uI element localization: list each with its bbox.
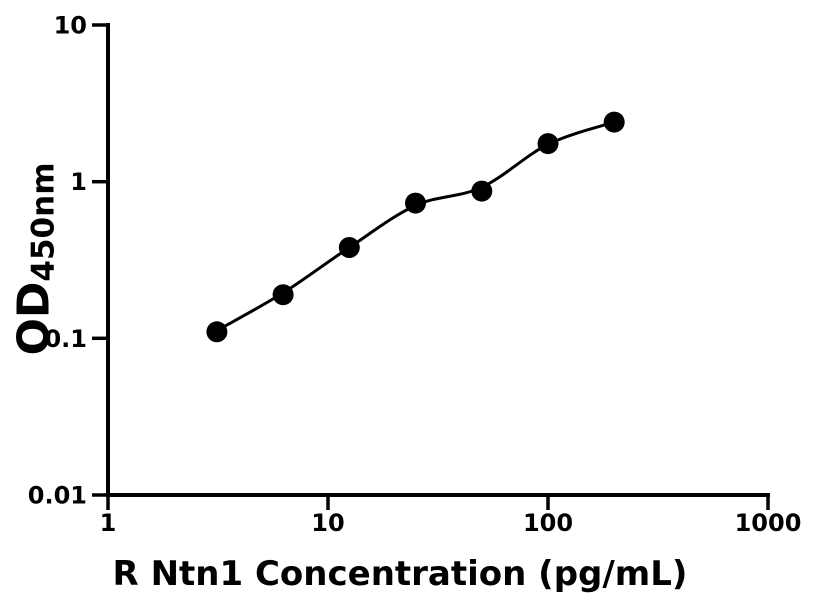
y-tick-label: 10 bbox=[54, 12, 87, 40]
x-tick-label: 10 bbox=[311, 509, 344, 537]
x-axis-title-text: R Ntn1 Concentration (pg/mL) bbox=[112, 554, 688, 594]
x-tick-label: 100 bbox=[523, 509, 573, 537]
y-tick-label: 0.01 bbox=[28, 482, 87, 510]
data-point bbox=[603, 111, 625, 133]
x-axis-title: R Ntn1 Concentration (pg/mL) bbox=[0, 554, 800, 594]
data-point bbox=[471, 180, 493, 202]
y-tick-label: 0.1 bbox=[44, 325, 87, 353]
y-axis-title-subscript: 450nm bbox=[25, 162, 62, 282]
y-tick-label: 1 bbox=[70, 168, 87, 196]
data-point bbox=[537, 133, 559, 155]
data-point bbox=[206, 321, 228, 343]
x-tick-label: 1000 bbox=[735, 509, 802, 537]
x-tick-label: 1 bbox=[100, 509, 117, 537]
data-point bbox=[272, 284, 294, 306]
y-axis-title: OD450nm bbox=[9, 162, 62, 355]
data-point bbox=[338, 237, 360, 258]
data-point bbox=[405, 192, 426, 214]
y-axis-title-main: OD bbox=[8, 281, 60, 356]
